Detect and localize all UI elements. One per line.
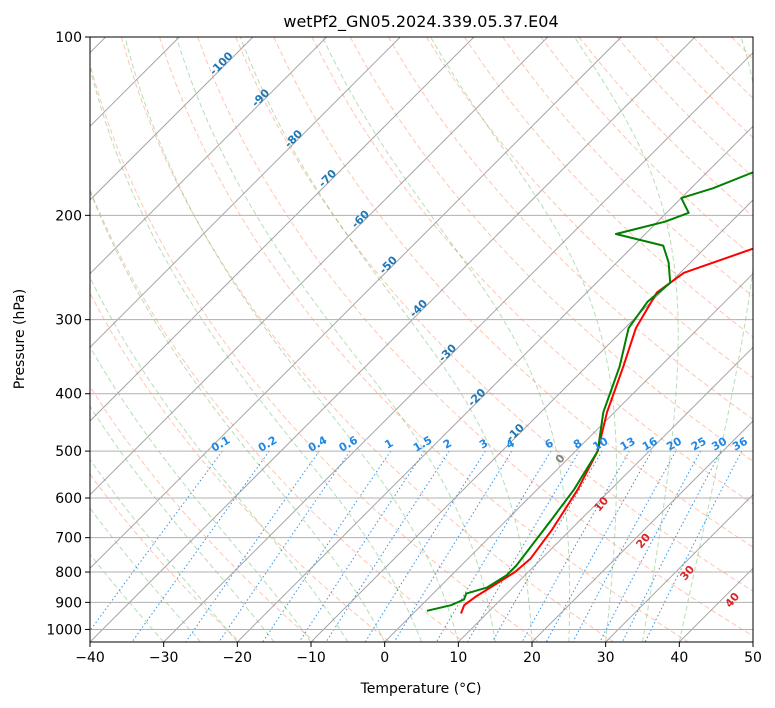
mixing-ratio-line xyxy=(545,450,653,642)
isotherm xyxy=(384,272,753,642)
dry-adiabat xyxy=(90,292,390,642)
y-tick-label: 600 xyxy=(55,491,82,507)
x-tick-label: 30 xyxy=(597,650,615,666)
dry-adiabat xyxy=(235,37,753,592)
isotherm xyxy=(90,37,401,349)
mixing-ratio-line xyxy=(599,450,701,642)
moist-adiabat xyxy=(124,37,459,642)
mixing-ratio-line xyxy=(298,450,425,642)
plot-area: -100-90-80-70-60-50-40-30-20-100.1 0.2 0.4… xyxy=(90,37,753,642)
mixing-ratio-line xyxy=(621,450,722,642)
mixing-ratio-line xyxy=(572,450,677,642)
mixing-ratio-line xyxy=(262,450,392,642)
y-tick-label: 100 xyxy=(55,30,82,46)
series-lines xyxy=(426,171,753,614)
mixing-ratio-line xyxy=(185,450,320,642)
x-tick-label: −20 xyxy=(223,650,253,666)
moist-adiabat xyxy=(175,37,496,642)
y-tick-label: 900 xyxy=(55,595,82,611)
isotherm xyxy=(90,37,622,570)
y-tick-label: 200 xyxy=(55,208,82,224)
isotherm xyxy=(310,199,753,642)
dry-adiabat xyxy=(159,37,689,642)
x-tick-label: 0 xyxy=(380,650,389,666)
temperature-line xyxy=(460,247,753,614)
y-axis: 100 200 300 400 500 600 700 800 900 1000 xyxy=(46,30,90,638)
y-tick-label: 400 xyxy=(55,387,82,403)
y-axis-title: Pressure (hPa) xyxy=(12,289,28,389)
moist-adiabats xyxy=(90,37,753,642)
y-tick-label: 1000 xyxy=(46,622,82,638)
moist-adiabat xyxy=(574,37,679,642)
dry-adiabat xyxy=(464,37,753,338)
mixing-ratio-line xyxy=(90,450,223,632)
isotherms xyxy=(90,37,753,642)
dry-adiabat xyxy=(425,37,753,379)
dry-adiabat xyxy=(90,188,465,642)
y-tick-label: 700 xyxy=(55,531,82,547)
y-tick-label: 300 xyxy=(55,313,82,329)
isotherm xyxy=(90,37,254,201)
x-axis-title: Temperature (°C) xyxy=(360,681,482,697)
isotherm xyxy=(90,37,696,642)
dry-adiabat xyxy=(90,62,540,642)
dry-adiabat xyxy=(120,37,614,642)
pressure-grid xyxy=(90,37,753,630)
dry-adiabat xyxy=(502,37,753,298)
chart-title: wetPf2_GN05.2024.339.05.37.E04 xyxy=(283,12,558,32)
moist-adiabat xyxy=(90,276,349,642)
isotherm xyxy=(605,493,753,642)
x-axis: −40 −30 −20 −10 0 10 20 30 40 50 xyxy=(75,642,762,666)
x-tick-label: −10 xyxy=(296,650,326,666)
moist-adiabat xyxy=(90,65,422,642)
dry-adiabat xyxy=(90,385,316,642)
moist-adiabat xyxy=(239,37,533,642)
isotherm xyxy=(531,420,753,642)
mixing-ratio-line xyxy=(218,450,351,642)
y-tick-label: 800 xyxy=(55,565,82,581)
dry-adiabats xyxy=(90,37,753,642)
moist-adiabat xyxy=(678,37,753,642)
dry-adiabat xyxy=(387,37,753,420)
x-tick-label: 10 xyxy=(449,650,467,666)
moist-adiabat xyxy=(90,405,275,642)
plot-frame xyxy=(89,36,754,643)
isotherm xyxy=(163,51,753,642)
mixing-ratio-line xyxy=(491,450,603,642)
isotherm xyxy=(236,125,753,642)
moist-adiabat xyxy=(430,37,617,642)
moist-adiabat xyxy=(322,37,571,642)
x-tick-label: 40 xyxy=(670,650,688,666)
x-tick-label: 50 xyxy=(744,650,762,666)
dry-adiabat xyxy=(349,37,753,462)
isotherm xyxy=(457,346,753,642)
moist-adiabat xyxy=(90,458,238,642)
mixing-ratio-line xyxy=(644,450,743,642)
dry-adiabat xyxy=(273,37,753,548)
isotherm xyxy=(90,37,328,275)
isotherm xyxy=(90,37,475,422)
moist-adiabat xyxy=(90,189,386,642)
x-tick-label: 20 xyxy=(523,650,541,666)
y-tick-label: 500 xyxy=(55,444,82,460)
x-tick-label: −30 xyxy=(149,650,179,666)
dewpoint-line xyxy=(426,171,753,612)
dry-adiabat xyxy=(311,37,753,505)
mixing-ratio-line xyxy=(521,450,630,642)
isotherm xyxy=(90,37,549,496)
x-tick-label: −40 xyxy=(75,650,105,666)
dry-adiabat xyxy=(90,473,241,642)
